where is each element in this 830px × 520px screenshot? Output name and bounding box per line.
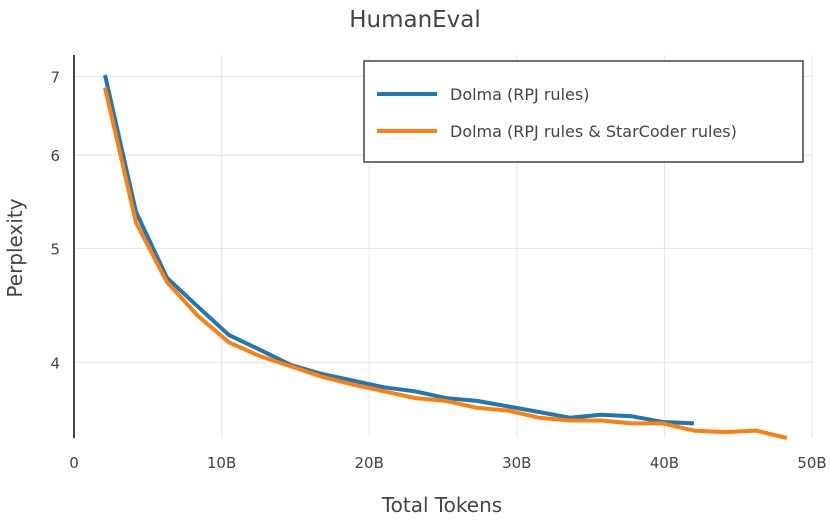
legend: Dolma (RPJ rules) Dolma (RPJ rules & Sta… [363, 60, 804, 163]
x-tick-label: 50B [797, 454, 826, 472]
y-tick-labels: 4 5 6 7 [50, 68, 60, 372]
y-tick-label: 5 [50, 240, 60, 258]
x-tick-label: 40B [650, 454, 679, 472]
x-axis-title: Total Tokens [381, 493, 502, 517]
y-tick-label: 7 [50, 68, 60, 86]
legend-box [363, 60, 804, 163]
y-tick-label: 4 [50, 354, 60, 372]
chart-title: HumanEval [349, 7, 481, 33]
legend-label-rpj: Dolma (RPJ rules) [450, 85, 589, 104]
x-tick-label: 10B [207, 454, 236, 472]
legend-label-rpj-starcoder: Dolma (RPJ rules & StarCoder rules) [450, 122, 737, 141]
x-tick-labels: 0 10B 20B 30B 40B 50B [69, 454, 826, 472]
y-tick-label: 6 [50, 147, 60, 165]
x-tick-label: 30B [502, 454, 531, 472]
series-line-1 [103, 87, 788, 440]
y-axis-title: Perplexity [3, 198, 27, 297]
series-line-0 [103, 74, 694, 426]
x-tick-label: 20B [355, 454, 384, 472]
x-tick-label: 0 [69, 454, 79, 472]
series-layer [103, 74, 788, 440]
